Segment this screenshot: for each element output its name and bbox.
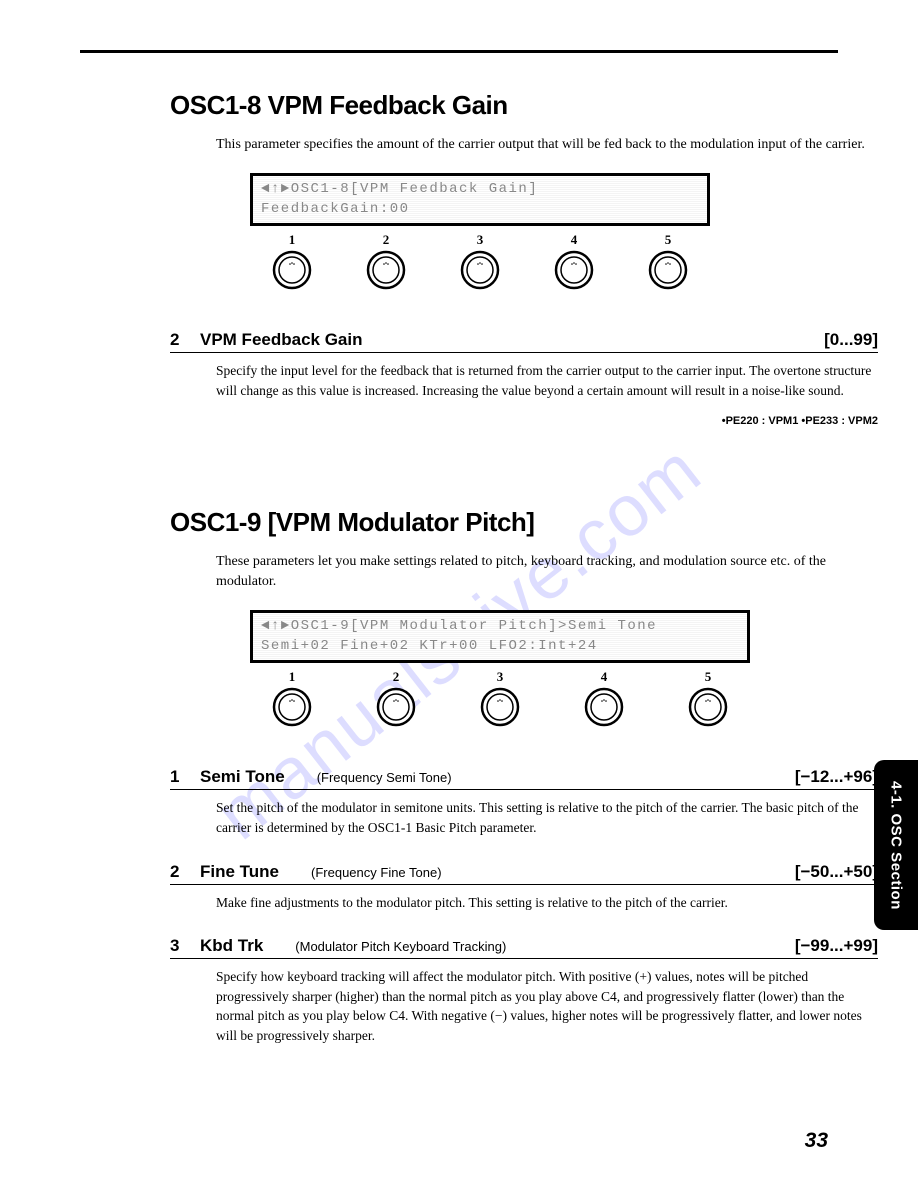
knob-row-1: 1 2 3 4 5 bbox=[250, 232, 710, 290]
param-feedback-gain-body: Specify the input level for the feedback… bbox=[216, 361, 878, 400]
lcd-screen-1: ◄↑►OSC1-8[VPM Feedback Gain] FeedbackGai… bbox=[250, 173, 710, 226]
param-sub: (Frequency Semi Tone) bbox=[317, 770, 452, 785]
param-range: [0...99] bbox=[824, 330, 878, 350]
page-number: 33 bbox=[805, 1129, 828, 1153]
knob-label: 3 bbox=[477, 232, 484, 248]
knob-icon bbox=[554, 250, 594, 290]
param-range: [−12...+96] bbox=[795, 767, 878, 787]
param-kbdtrk-row: 3 Kbd Trk (Modulator Pitch Keyboard Trac… bbox=[170, 936, 878, 959]
param-feedback-gain-row: 2 VPM Feedback Gain [0...99] bbox=[170, 330, 878, 353]
knob-label: 2 bbox=[393, 669, 400, 685]
param-finetune-body: Make fine adjustments to the modulator p… bbox=[216, 893, 878, 913]
knob-icon bbox=[460, 250, 500, 290]
lcd1-line1: ◄↑►OSC1-8[VPM Feedback Gain] bbox=[261, 180, 699, 200]
param-name: Kbd Trk bbox=[200, 936, 263, 956]
param-sub: (Modulator Pitch Keyboard Tracking) bbox=[295, 939, 506, 954]
knob-icon bbox=[272, 687, 312, 727]
knob-label: 4 bbox=[601, 669, 608, 685]
param-finetune-row: 2 Fine Tune (Frequency Fine Tone) [−50..… bbox=[170, 862, 878, 885]
param-name: Fine Tune bbox=[200, 862, 279, 882]
section1-heading: OSC1-8 VPM Feedback Gain bbox=[170, 90, 878, 121]
param-name: Semi Tone bbox=[200, 767, 285, 787]
param-semitone-row: 1 Semi Tone (Frequency Semi Tone) [−12..… bbox=[170, 767, 878, 790]
knob-icon bbox=[376, 687, 416, 727]
knob-icon bbox=[272, 250, 312, 290]
lcd-display-1: ◄↑►OSC1-8[VPM Feedback Gain] FeedbackGai… bbox=[250, 173, 710, 226]
param-range: [−50...+50] bbox=[795, 862, 878, 882]
lcd2-line2: Semi+02 Fine+02 KTr+00 LFO2:Int+24 bbox=[261, 637, 739, 657]
knob-icon bbox=[648, 250, 688, 290]
knob-icon bbox=[584, 687, 624, 727]
lcd2-line1: ◄↑►OSC1-9[VPM Modulator Pitch]>Semi Tone bbox=[261, 617, 739, 637]
section2-heading: OSC1-9 [VPM Modulator Pitch] bbox=[170, 507, 878, 538]
side-tab: 4-1. OSC Section bbox=[874, 760, 918, 930]
section2-intro: These parameters let you make settings r… bbox=[216, 552, 878, 593]
knob-row-2: 1 2 3 4 5 bbox=[250, 669, 750, 727]
knob-icon bbox=[366, 250, 406, 290]
knob-label: 4 bbox=[571, 232, 578, 248]
lcd1-line2: FeedbackGain:00 bbox=[261, 200, 699, 220]
lcd-display-2: ◄↑►OSC1-9[VPM Modulator Pitch]>Semi Tone… bbox=[250, 610, 750, 663]
knob-label: 5 bbox=[665, 232, 672, 248]
param-sub: (Frequency Fine Tone) bbox=[311, 865, 442, 880]
knob-label: 1 bbox=[289, 232, 296, 248]
param-semitone-body: Set the pitch of the modulator in semito… bbox=[216, 798, 878, 837]
page-content: OSC1-8 VPM Feedback Gain This parameter … bbox=[0, 0, 918, 1085]
param-num: 3 bbox=[170, 936, 200, 956]
param-kbdtrk-body: Specify how keyboard tracking will affec… bbox=[216, 967, 878, 1045]
param-num: 2 bbox=[170, 330, 200, 350]
knob-label: 3 bbox=[497, 669, 504, 685]
knob-label: 5 bbox=[705, 669, 712, 685]
knob-label: 2 bbox=[383, 232, 390, 248]
param-range: [−99...+99] bbox=[795, 936, 878, 956]
pe-reference: •PE220 : VPM1 •PE233 : VPM2 bbox=[170, 415, 878, 427]
param-num: 2 bbox=[170, 862, 200, 882]
param-name: VPM Feedback Gain bbox=[200, 330, 363, 350]
knob-icon bbox=[688, 687, 728, 727]
knob-icon bbox=[480, 687, 520, 727]
knob-label: 1 bbox=[289, 669, 296, 685]
param-num: 1 bbox=[170, 767, 200, 787]
lcd-screen-2: ◄↑►OSC1-9[VPM Modulator Pitch]>Semi Tone… bbox=[250, 610, 750, 663]
section1-intro: This parameter specifies the amount of t… bbox=[216, 135, 878, 155]
